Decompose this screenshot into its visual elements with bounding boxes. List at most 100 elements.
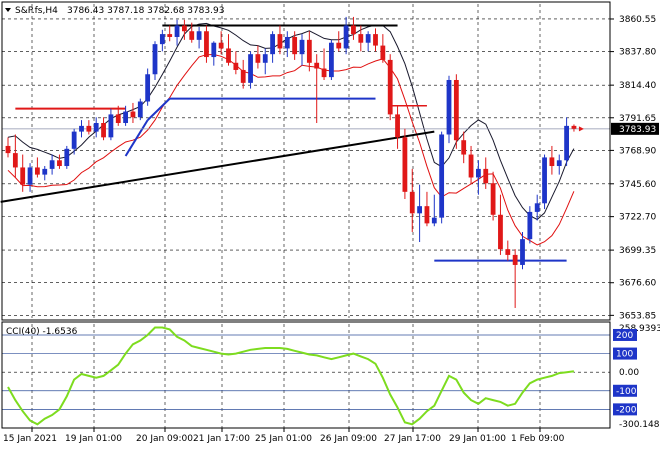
- candle-body: [571, 125, 577, 129]
- candle-body: [240, 69, 246, 83]
- candle-body: [534, 203, 540, 212]
- candle-body: [5, 145, 11, 154]
- candle-body: [351, 25, 356, 35]
- candle-body: [439, 134, 445, 218]
- candle-body: [380, 45, 386, 60]
- y-tick-label: 3860.55: [619, 15, 656, 25]
- candle-body: [277, 34, 283, 49]
- candle-body: [461, 140, 467, 155]
- candle-body: [12, 153, 18, 168]
- current-price-label: 3783.93: [619, 125, 656, 135]
- cci-panel: [7, 326, 575, 426]
- ohlc-values: 3786.43 3787.18 3782.68 3783.93: [67, 6, 224, 16]
- candle-body: [336, 42, 342, 49]
- symbol-label: S&P.fs,H4: [15, 6, 58, 16]
- candle-body: [182, 25, 187, 32]
- moving-average-dark: [7, 22, 575, 221]
- candle-body: [115, 114, 121, 124]
- candle-body: [402, 137, 408, 192]
- candle-body: [196, 31, 202, 40]
- candle-body: [358, 34, 364, 43]
- candle-body: [321, 68, 327, 78]
- candle-body: [564, 125, 569, 161]
- candle-body: [42, 168, 48, 175]
- candle-body: [20, 167, 26, 185]
- candle-body: [27, 167, 33, 185]
- candle-body: [86, 125, 92, 132]
- candle-body: [145, 74, 151, 102]
- candle-body: [549, 157, 555, 167]
- candle-body: [284, 36, 290, 49]
- y-tick-label: 3699.35: [619, 246, 656, 256]
- blue-support-curve: [124, 119, 149, 157]
- candle-body: [64, 148, 70, 167]
- candle-body: [329, 42, 334, 78]
- grid: [2, 4, 610, 428]
- x-tick-label: 15 Jan 2021: [3, 434, 57, 444]
- y-tick-label: 3745.60: [619, 180, 656, 190]
- candle-body: [343, 25, 349, 49]
- candle-body: [520, 239, 525, 265]
- candle-body: [57, 160, 62, 167]
- candle-body: [387, 59, 393, 115]
- candle-body: [204, 31, 209, 58]
- cci-tick-label: 100: [616, 350, 633, 360]
- candle-body: [483, 168, 489, 184]
- candle-body: [409, 191, 415, 214]
- candle-body: [490, 183, 496, 215]
- collapse-arrow-icon[interactable]: [5, 8, 11, 12]
- candle-body: [453, 79, 459, 141]
- header: S&P.fs,H4 3786.43 3787.18 3782.68 3783.9…: [5, 6, 224, 16]
- candle-body: [270, 34, 275, 55]
- candle-body: [395, 114, 400, 138]
- cci-tick-label: -100: [616, 387, 637, 397]
- candle-body: [123, 111, 128, 124]
- moving-average-red: [7, 53, 575, 246]
- candle-body: [314, 62, 320, 69]
- candle-body: [167, 34, 173, 37]
- y-tick-label: 3722.70: [619, 213, 656, 223]
- candle-body: [417, 206, 422, 214]
- cci-label: CCI(40) -1.6536: [6, 327, 78, 337]
- x-tick-label: 19 Jan 01:00: [65, 434, 122, 444]
- candle-body: [79, 125, 84, 132]
- candle-body: [431, 217, 437, 224]
- candle-body: [505, 249, 511, 255]
- candle-body: [248, 54, 253, 83]
- candle-body: [152, 44, 158, 75]
- cci-tick-label: 0.00: [619, 368, 639, 378]
- price-axis: 3653.85 3676.60 3699.35 3722.70 3745.60 3768.…: [610, 15, 660, 430]
- cci-level-box: [613, 403, 637, 416]
- candle-body: [556, 160, 562, 167]
- x-tick-label: 25 Jan 01:00: [255, 434, 312, 444]
- current-price-box: [611, 122, 659, 135]
- candle-body: [424, 206, 430, 224]
- candle-body: [71, 131, 77, 149]
- candle-body: [373, 34, 378, 46]
- candle-body: [137, 101, 143, 118]
- candle-body: [130, 111, 136, 118]
- candle-body: [255, 54, 261, 63]
- x-tick-label: 27 Jan 17:00: [384, 434, 441, 444]
- candle-body: [299, 39, 305, 55]
- main-panel-frame: [1, 1, 611, 321]
- y-tick-label: 3676.60: [619, 279, 656, 289]
- cci-level-box: [613, 328, 637, 341]
- candle-body: [189, 31, 195, 40]
- candle-body: [476, 168, 481, 178]
- candle-body: [159, 34, 165, 45]
- candle-body: [108, 114, 114, 138]
- x-tick-label: 1 Feb 09:00: [511, 434, 565, 444]
- candle-body: [211, 42, 217, 58]
- current-price-marker: [578, 126, 584, 132]
- candle-body: [365, 34, 371, 43]
- ascending-trendline: [0, 130, 435, 203]
- candle-body: [446, 79, 452, 135]
- y-tick-label: 3814.40: [619, 81, 656, 91]
- candle-body: [226, 48, 231, 63]
- cci-tick-label: -300.148: [619, 420, 660, 430]
- candle-body: [542, 157, 547, 204]
- x-tick-label: 26 Jan 09:00: [320, 434, 377, 444]
- candle-body: [101, 123, 106, 138]
- candle-body: [93, 123, 99, 132]
